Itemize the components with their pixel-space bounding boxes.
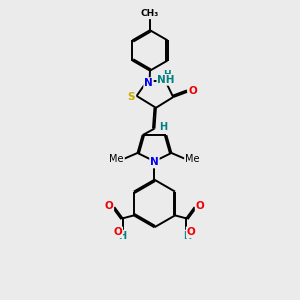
Text: O: O xyxy=(196,201,204,211)
Text: H: H xyxy=(183,231,191,241)
Text: N: N xyxy=(144,78,153,88)
Text: CH₃: CH₃ xyxy=(141,9,159,18)
Text: N: N xyxy=(150,158,159,167)
Text: Me: Me xyxy=(185,154,200,164)
Text: Me: Me xyxy=(110,154,124,164)
Text: O: O xyxy=(187,227,196,237)
Text: NH: NH xyxy=(157,75,175,85)
Text: O: O xyxy=(104,201,113,211)
Text: H: H xyxy=(164,70,171,79)
Text: O: O xyxy=(188,85,197,96)
Text: O: O xyxy=(113,227,122,237)
Text: S: S xyxy=(128,92,135,102)
Text: H: H xyxy=(159,122,167,132)
Text: H: H xyxy=(118,231,126,241)
